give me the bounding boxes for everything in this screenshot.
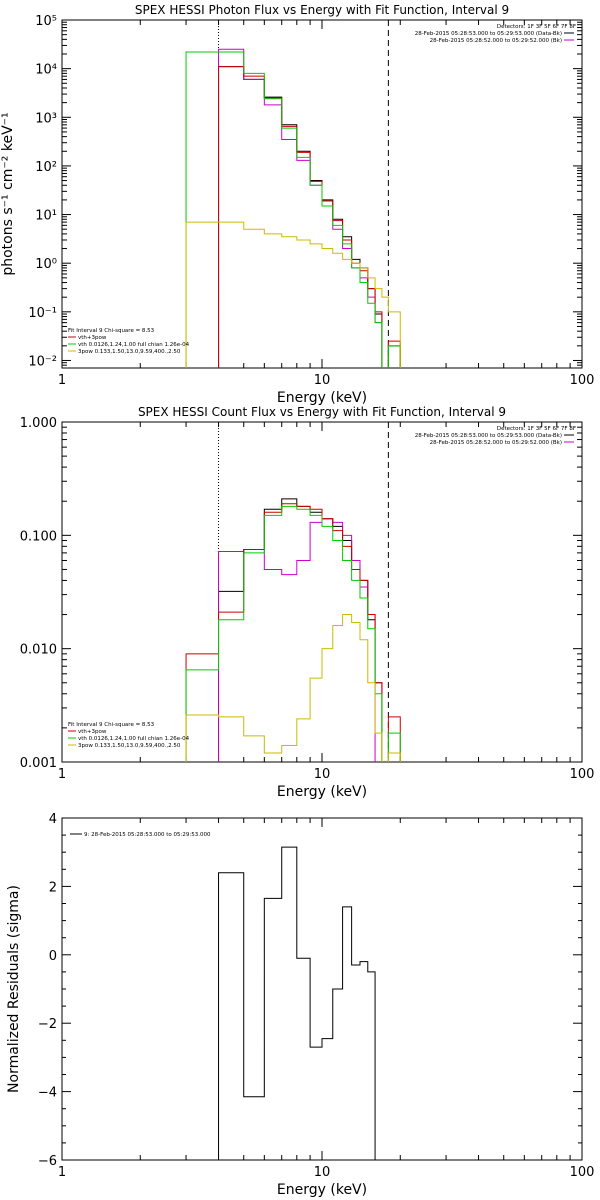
series-3pow [185,614,401,762]
x-tick-label: 1 [58,1165,66,1180]
series-data-bk [218,498,383,762]
y-axis-label: Normalized Residuals (sigma) [6,885,22,1093]
y-tick-label: 10⁵ [35,14,57,29]
y-tick-label: 0.100 [20,529,57,544]
legend-entry: vth 0.0126,1.24,1.00 full chian 1.26e-04 [78,342,190,348]
x-tick-label: 10 [314,373,331,388]
series-data-bk [218,66,401,368]
chart-panel-1: 1 10 100 10⁻² 10⁻¹ 10⁰ 10¹ 10² 10³ 10⁴ 10⁵ SPEX HES… [0,3,594,406]
legend-entry: vth+3pow [78,729,107,735]
series-residuals [218,846,376,1160]
series-3pow [185,221,401,368]
y-tick-label: 0.001 [20,756,57,771]
y-tick-label: 10⁰ [35,257,57,272]
y-tick-label: 2 [49,880,57,895]
legend-entry: 28-Feb-2015 05:28:52.000 to 05:29:52.000… [430,440,562,446]
y-tick-label: 10⁻¹ [28,306,57,321]
chart-panel-3: 1 10 100 −6 −4 −2 0 2 4 Energy (keV) Normalized Re… [6,812,594,1198]
y-tick-label: 10⁻² [28,354,57,369]
y-tick-label: 10³ [35,111,57,126]
x-tick-label: 10 [314,1165,331,1180]
detectors-label: Detectors: 1F 3F 5F 6F 7F 8F [497,24,576,30]
x-tick-label: 10 [314,767,331,782]
legend-entry: Fit Interval 9 Chi-square = 8.53 [68,328,155,334]
x-axis-label: Energy (keV) [277,390,367,406]
y-axis-label: photons s⁻¹ cm⁻² keV⁻¹ [0,112,16,275]
legend-entry: vth+3pow [78,335,107,341]
series-bk [218,48,383,368]
chart-panel-2: 1 10 100 0.001 0.010 0.100 1.000 SPEX HESSI Cou… [20,405,595,800]
y-tick-label: 0 [49,949,57,964]
plot-frame [61,421,583,763]
x-axis-label: Energy (keV) [277,1182,367,1198]
y-tick-label: 10¹ [35,209,57,224]
y-tick-label: 1.000 [20,416,57,431]
x-tick-label: 1 [58,767,66,782]
x-tick-label: 100 [570,1165,595,1180]
y-tick-label: 0.010 [20,643,57,658]
series-vth [185,505,401,762]
y-tick-label: 4 [49,812,57,827]
chart-title: SPEX HESSI Count Flux vs Energy with Fit… [138,405,506,419]
series-vth-3pow [218,66,401,368]
legend-entry: Fit Interval 9 Chi-square = 8.53 [68,722,155,728]
y-tick-label: −2 [38,1017,57,1032]
x-tick-label: 100 [570,767,595,782]
y-tick-label: −4 [38,1086,57,1101]
legend-entry: 28-Feb-2015 05:28:53.000 to 05:29:53.000… [415,31,562,37]
y-tick-label: 10² [35,160,57,175]
x-tick-label: 1 [58,373,66,388]
x-axis-label: Energy (keV) [277,784,367,800]
legend-entry: 9: 28-Feb-2015 05:28:53.000 to 05:29:53.… [84,832,211,838]
plot-frame [61,817,583,1161]
legend-entry: vth 0.0126,1.24,1.00 full chian 1.26e-04 [78,736,190,742]
legend-entry: 3pow 0.133,1.50,13.0,9.59,400.,2.50 [78,743,181,749]
legend-entry: 28-Feb-2015 05:28:52.000 to 05:29:52.000… [430,38,562,44]
legend-entry: 28-Feb-2015 05:28:53.000 to 05:29:53.000… [415,433,562,439]
chart-title: SPEX HESSI Photon Flux vs Energy with Fi… [135,3,509,17]
y-tick-label: −6 [38,1154,57,1169]
legend-entry: 3pow 0.133,1.50,13.0,9.59,400.,2.50 [78,349,181,355]
x-tick-label: 100 [570,373,595,388]
detectors-label: Detectors: 1F 3F 5F 6F 7F 8F [497,426,576,432]
y-tick-label: 10⁴ [35,63,57,78]
